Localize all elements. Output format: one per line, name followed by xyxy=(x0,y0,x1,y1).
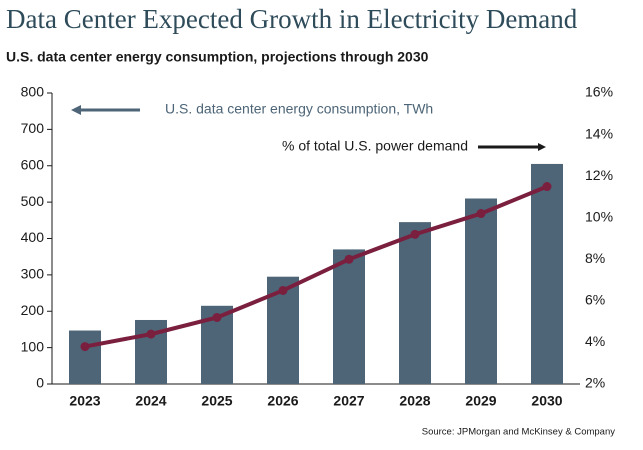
y2-tick-label: 6% xyxy=(585,292,605,308)
chart-subtitle: U.S. data center energy consumption, pro… xyxy=(6,49,429,65)
y-tick-label: 0 xyxy=(36,375,44,391)
x-tick-label: 2025 xyxy=(201,393,232,409)
x-tick-label: 2026 xyxy=(267,393,298,409)
y2-tick-label: 12% xyxy=(585,167,613,183)
point xyxy=(344,254,354,264)
y-tick-label: 400 xyxy=(21,229,45,245)
x-tick-label: 2024 xyxy=(135,393,166,409)
bar xyxy=(465,198,497,384)
chart-title: Data Center Expected Growth in Electrici… xyxy=(6,4,578,34)
x-tick-label: 2028 xyxy=(399,393,430,409)
point xyxy=(278,285,288,295)
x-tick-label: 2030 xyxy=(531,393,562,409)
y-tick-label: 700 xyxy=(21,120,45,136)
y2-tick-label: 16% xyxy=(585,84,613,100)
bar xyxy=(69,330,101,384)
point xyxy=(542,182,552,192)
legend-label: U.S. data center energy consumption, TWh xyxy=(165,101,433,117)
y2-tick-label: 8% xyxy=(585,250,605,266)
bar xyxy=(333,249,365,384)
legend-label: % of total U.S. power demand xyxy=(282,138,468,154)
point xyxy=(212,312,222,322)
point xyxy=(80,342,90,352)
point xyxy=(410,229,420,239)
y2-tick-label: 10% xyxy=(585,208,613,224)
point xyxy=(146,329,156,339)
source: Source: JPMorgan and McKinsey & Company xyxy=(422,427,616,438)
y2-tick-label: 2% xyxy=(585,375,605,391)
x-tick-label: 2029 xyxy=(465,393,496,409)
line xyxy=(84,184,548,349)
x-tick-label: 2023 xyxy=(69,393,100,409)
y-tick-label: 500 xyxy=(21,193,45,209)
x-tick-label: 2027 xyxy=(333,393,364,409)
y-tick-label: 200 xyxy=(21,302,45,318)
y-tick-label: 100 xyxy=(21,338,45,354)
y-tick-label: 800 xyxy=(21,84,45,100)
y2-tick-label: 4% xyxy=(585,333,605,349)
point xyxy=(476,209,486,219)
bar xyxy=(531,163,563,384)
bar xyxy=(399,222,431,384)
y2-tick-label: 14% xyxy=(585,125,613,141)
y-tick-label: 600 xyxy=(21,156,45,172)
y-tick-label: 300 xyxy=(21,266,45,282)
